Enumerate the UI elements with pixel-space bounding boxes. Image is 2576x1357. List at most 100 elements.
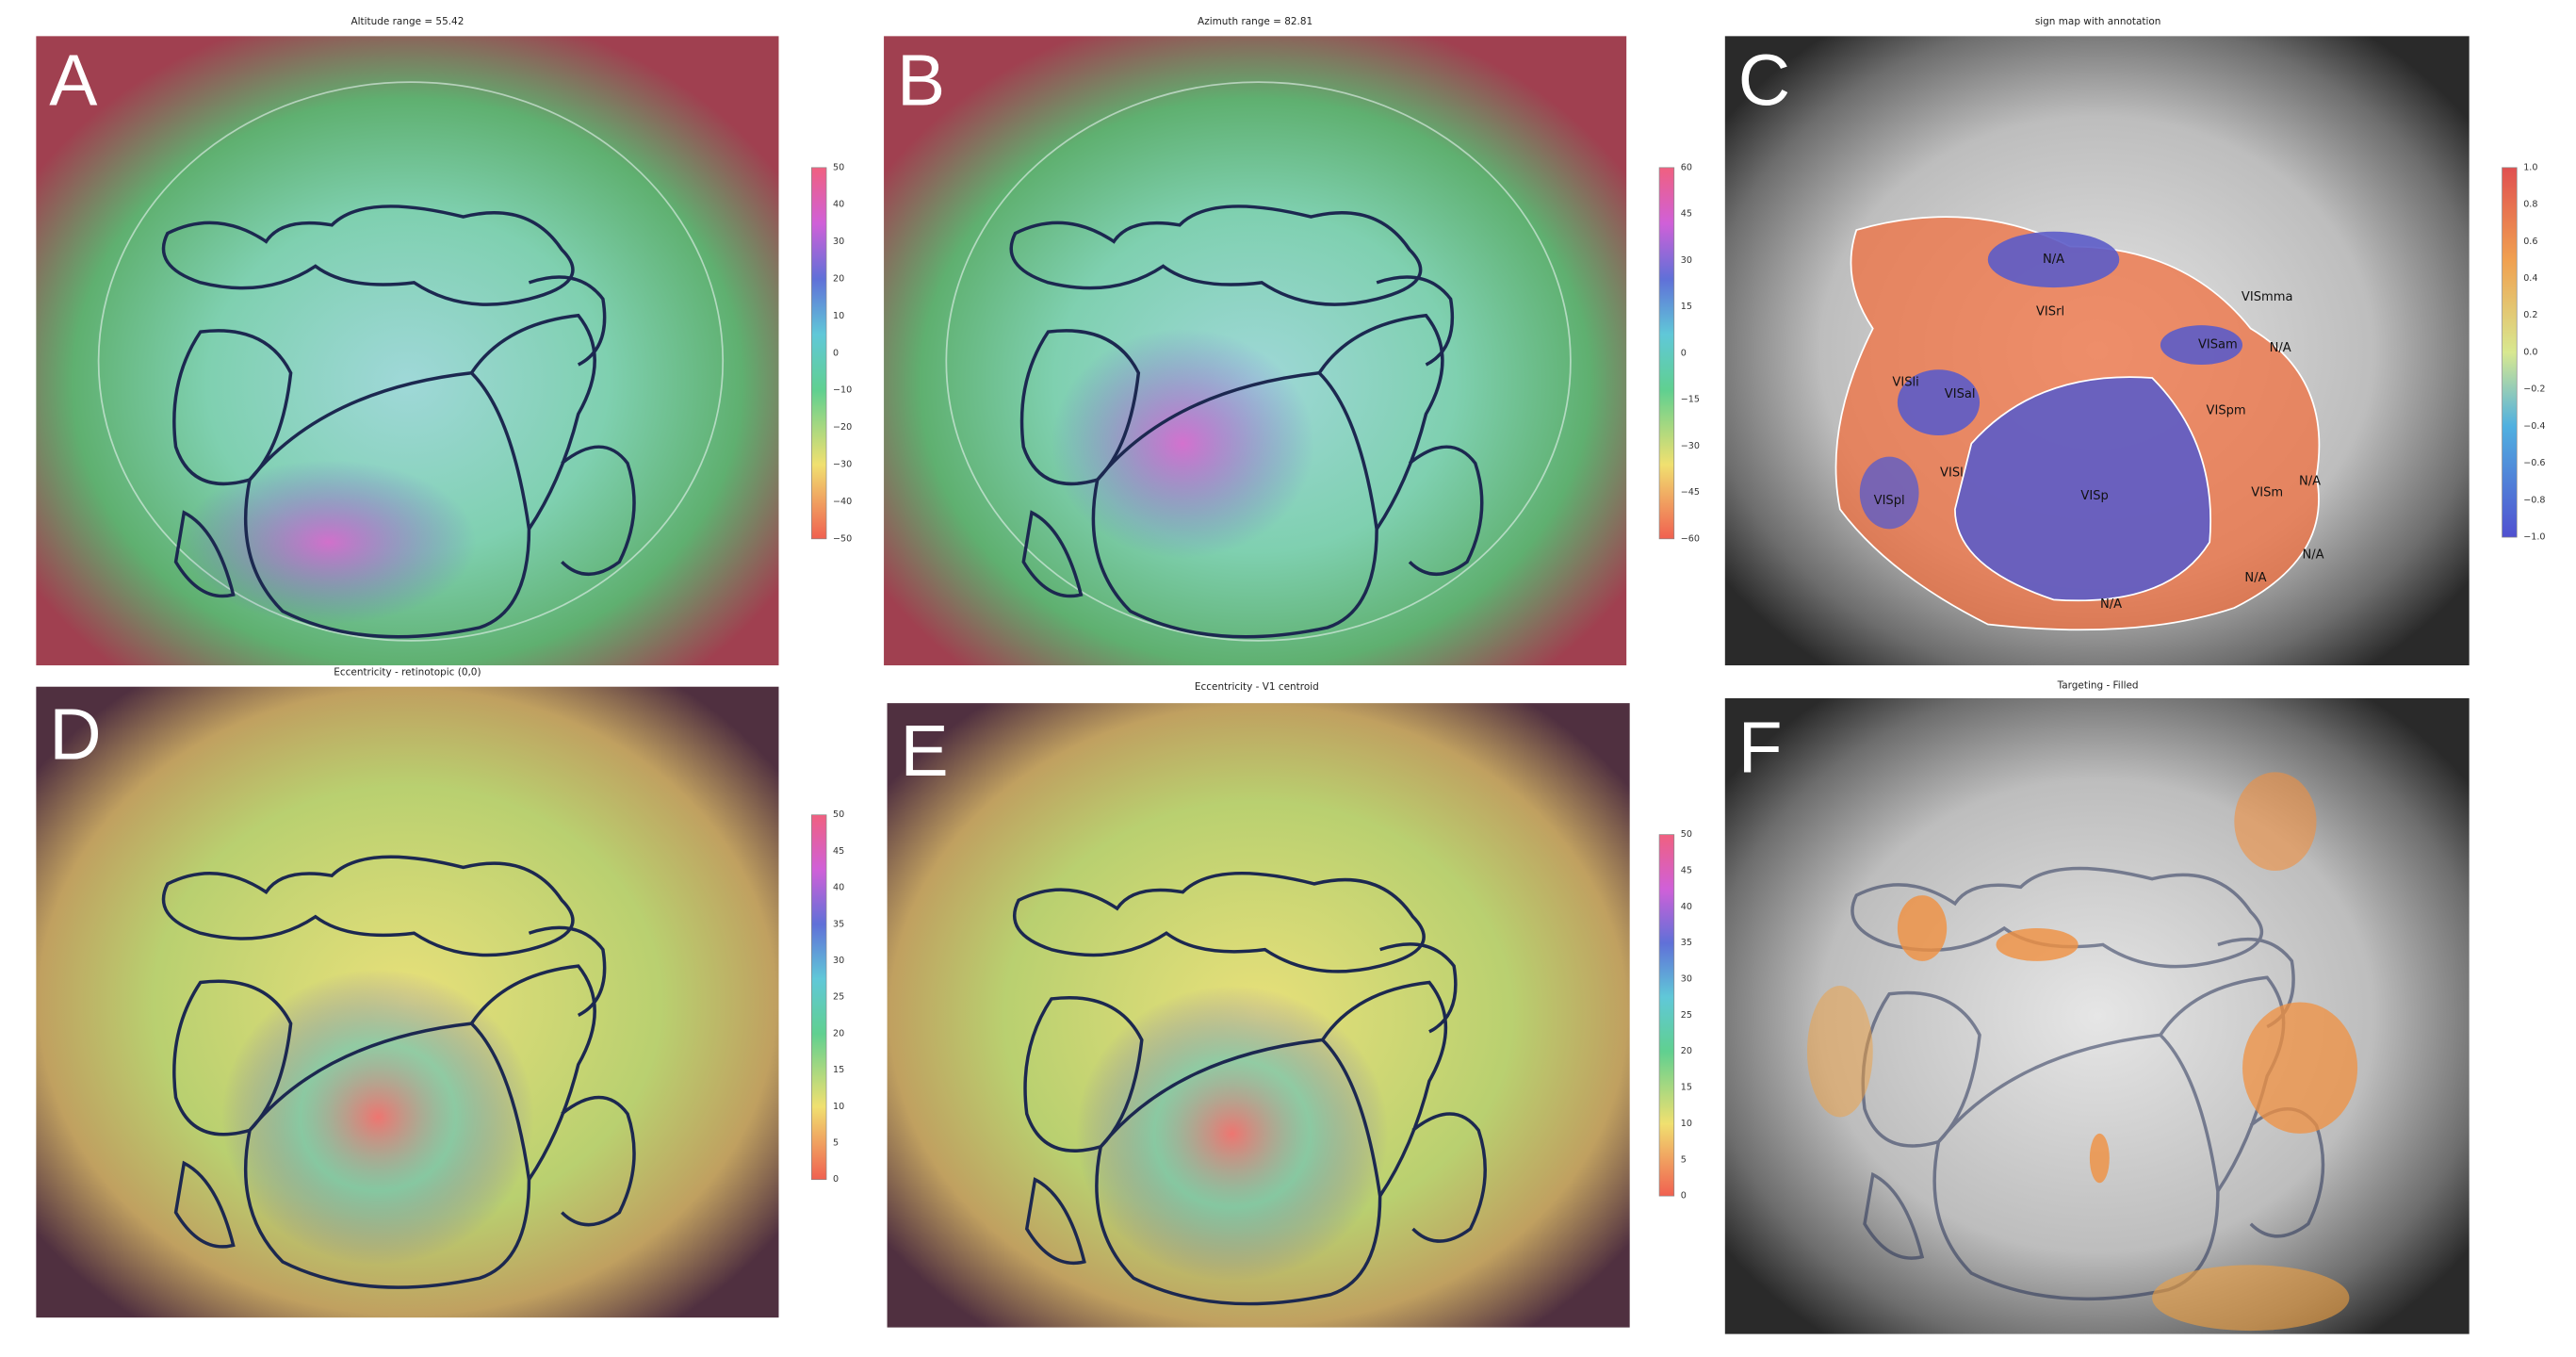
area-label: N/A bbox=[2302, 548, 2323, 563]
colorbar-tick-label: −50 bbox=[833, 533, 852, 544]
area-label: N/A bbox=[2244, 571, 2266, 585]
colorbar-tick-label: 50 bbox=[1681, 829, 1692, 840]
colorbar-tick-label: 0 bbox=[833, 1174, 839, 1185]
colorbar-tick-label: 30 bbox=[1681, 974, 1692, 985]
area-label: VISli bbox=[1892, 376, 1918, 390]
panel-c: C sign map with annotation N/A VISrl VISmm… bbox=[1724, 16, 2518, 666]
colorbar-tick-label: 40 bbox=[1681, 902, 1692, 912]
colorbar bbox=[811, 167, 827, 540]
negative-patch bbox=[1954, 376, 2211, 602]
colorbar-tick-label: −0.4 bbox=[2523, 421, 2545, 432]
panel-f: F Targeting - Filled bbox=[1724, 679, 2470, 1334]
hotspot bbox=[1076, 986, 1389, 1282]
colorbar-tick-label: 30 bbox=[1681, 255, 1692, 266]
colorbar-tick-label: 10 bbox=[833, 311, 844, 321]
colorbar-tick-label: 10 bbox=[833, 1102, 844, 1112]
colorbar-tick-label: 0.8 bbox=[2523, 200, 2537, 210]
colorbar-tick-label: 0.6 bbox=[2523, 237, 2537, 247]
area-label: VISm bbox=[2251, 486, 2283, 500]
panel-title: Eccentricity - retinotopic (0,0) bbox=[334, 667, 481, 678]
negative-patch bbox=[2160, 325, 2243, 366]
negative-patch bbox=[1897, 369, 1981, 435]
colorbar-tick-label: 35 bbox=[1681, 938, 1692, 948]
colorbar-tick-label: −30 bbox=[833, 460, 852, 470]
panel-title: sign map with annotation bbox=[2035, 16, 2161, 27]
panel-b: B Azimuth range = 82.81 bbox=[884, 16, 1675, 666]
colorbar-tick-label: 45 bbox=[1681, 865, 1692, 875]
area-label: VISpl bbox=[1874, 494, 1905, 508]
area-label: N/A bbox=[2270, 341, 2291, 355]
colorbar-tick-label: −45 bbox=[1681, 487, 1700, 498]
colorbar-tick-label: 0 bbox=[833, 348, 839, 358]
panel-d: D Eccentricity - retinotopic (0,0) bbox=[36, 667, 827, 1318]
panel-title: Targeting - Filled bbox=[2057, 679, 2139, 691]
panel-letter: D bbox=[49, 695, 101, 775]
panel-letter: C bbox=[1738, 41, 1790, 122]
colorbar-tick-label: 0 bbox=[1681, 1191, 1687, 1202]
colorbar-tick-label: 0.0 bbox=[2523, 347, 2537, 357]
colorbar-tick-label: 0.2 bbox=[2523, 310, 2537, 320]
colorbar-tick-label: 5 bbox=[833, 1138, 839, 1149]
colorbar-tick-label: 15 bbox=[1681, 1083, 1692, 1093]
area-label: VISmma bbox=[2242, 290, 2293, 304]
colorbar-tick-label: 35 bbox=[833, 919, 844, 929]
colorbar-tick-label: 40 bbox=[833, 883, 844, 893]
panel-letter: B bbox=[897, 41, 945, 122]
colorbar-tick-label: 5 bbox=[1681, 1154, 1687, 1165]
colorbar-tick-label: 20 bbox=[1681, 1046, 1692, 1056]
panel-title: Eccentricity - V1 centroid bbox=[1195, 681, 1319, 693]
target-patch bbox=[2089, 1133, 2110, 1184]
area-label: VISpm bbox=[2207, 403, 2246, 417]
colorbar-tick-label: 30 bbox=[833, 237, 844, 247]
colorbar-tick-label: −0.8 bbox=[2523, 495, 2545, 505]
area-label: VISal bbox=[1945, 387, 1976, 401]
target-patch bbox=[1897, 895, 1948, 961]
panel-e: E Eccentricity - V1 centroid bbox=[887, 681, 1675, 1328]
area-label: N/A bbox=[2299, 474, 2321, 488]
target-patch bbox=[1806, 986, 1873, 1118]
target-patch bbox=[1996, 927, 2079, 961]
window-rim bbox=[945, 81, 1572, 642]
hotspot bbox=[1051, 328, 1314, 559]
negative-patch bbox=[1859, 456, 1919, 530]
area-label: VISrl bbox=[2036, 305, 2064, 319]
colorbar-tick-label: 15 bbox=[833, 1065, 844, 1075]
colorbar-tick-label: −0.2 bbox=[2523, 384, 2545, 395]
colorbar-tick-label: 25 bbox=[1681, 1010, 1692, 1021]
colorbar-tick-label: 0 bbox=[1681, 348, 1687, 358]
panel-letter: A bbox=[49, 41, 98, 122]
colorbar bbox=[1658, 834, 1675, 1197]
window-rim bbox=[97, 81, 725, 642]
panel-letter: E bbox=[901, 711, 949, 792]
colorbar-tick-label: −1.0 bbox=[2523, 532, 2545, 543]
colorbar-tick-label: 45 bbox=[833, 846, 844, 857]
colorbar-tick-label: −15 bbox=[1681, 395, 1700, 405]
colorbar-tick-label: 50 bbox=[833, 809, 844, 820]
colorbar-tick-label: 60 bbox=[1681, 162, 1692, 172]
colorbar-tick-label: 25 bbox=[833, 992, 844, 1003]
colorbar bbox=[1658, 167, 1675, 540]
target-patch bbox=[2234, 772, 2317, 871]
colorbar bbox=[2502, 167, 2518, 538]
area-label: VISam bbox=[2198, 338, 2238, 352]
negative-patch bbox=[1987, 231, 2120, 288]
colorbar-tick-label: −30 bbox=[1681, 441, 1700, 451]
panel-letter: F bbox=[1738, 708, 1783, 788]
colorbar-tick-label: 20 bbox=[833, 274, 844, 285]
panel-title: Altitude range = 55.42 bbox=[351, 16, 464, 27]
colorbar-tick-label: −10 bbox=[833, 385, 852, 396]
colorbar-tick-label: 15 bbox=[1681, 302, 1692, 312]
colorbar-tick-label: 50 bbox=[833, 162, 844, 172]
colorbar-tick-label: 20 bbox=[833, 1028, 844, 1038]
colorbar-tick-label: 45 bbox=[1681, 209, 1692, 220]
area-labels: N/A VISrl VISmma VISam N/A VISli VISal VISpm VIS… bbox=[1874, 253, 2324, 612]
panel-a: A Altitude range = 55.42 bbox=[36, 16, 827, 666]
area-label: N/A bbox=[2100, 597, 2122, 612]
colorbar-tick-label: −60 bbox=[1681, 533, 1700, 544]
colorbar-tick-label: −20 bbox=[833, 422, 852, 433]
panel-title: Azimuth range = 82.81 bbox=[1198, 16, 1312, 27]
colorbar-tick-label: 40 bbox=[833, 200, 844, 210]
hotspot bbox=[180, 460, 477, 625]
